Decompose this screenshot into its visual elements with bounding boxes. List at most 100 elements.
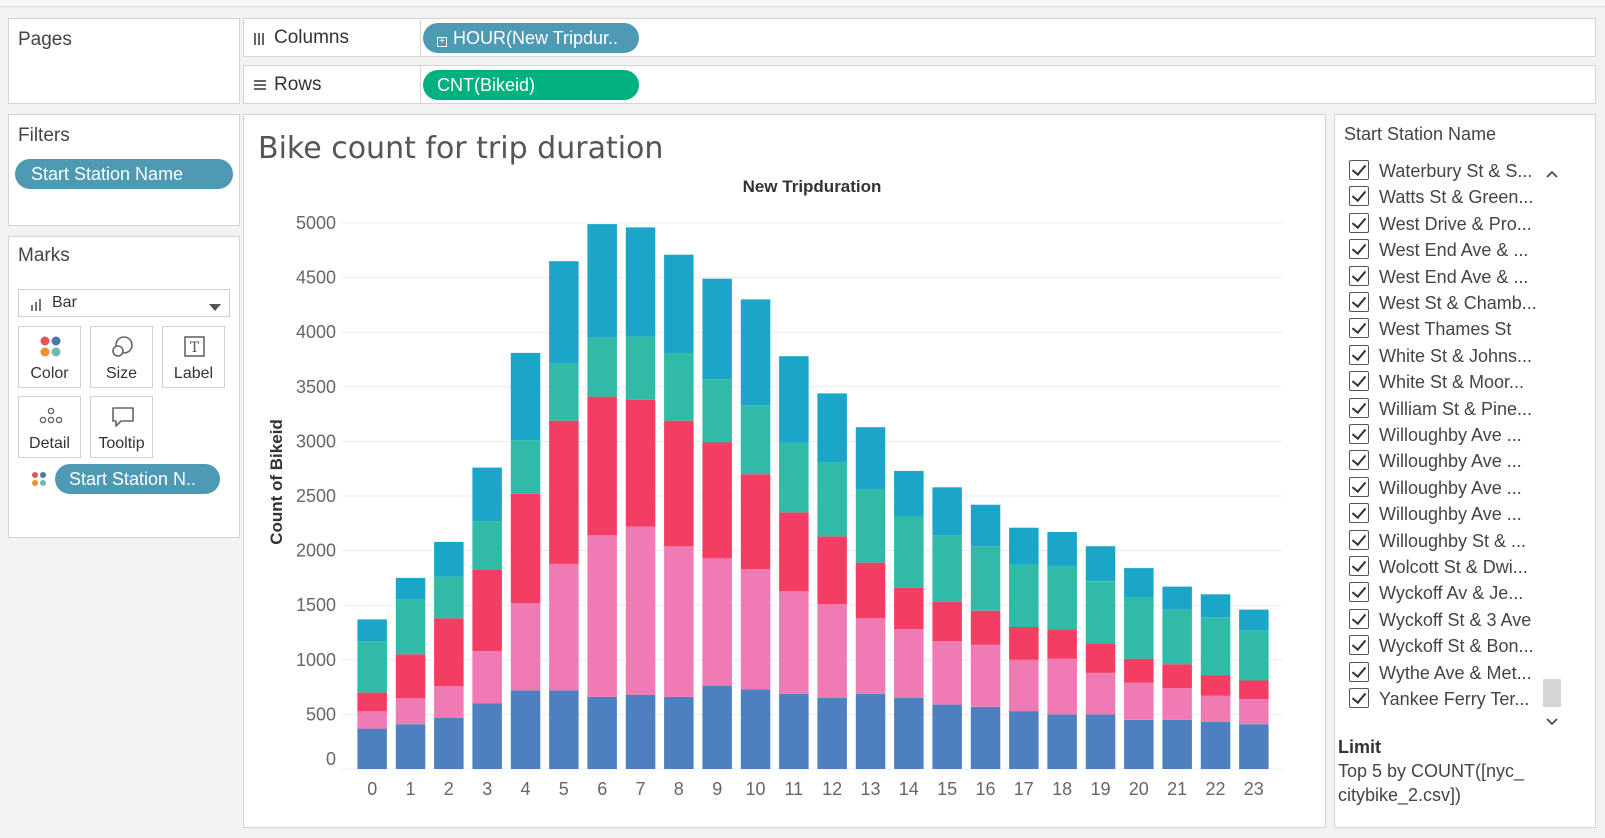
bar-segment[interactable] (740, 474, 771, 570)
bar-segment[interactable] (779, 591, 809, 694)
bar-segment[interactable] (1085, 643, 1116, 673)
bar-segment[interactable] (1124, 597, 1154, 659)
tooltip-button[interactable]: Tooltip (90, 396, 153, 458)
legend-item[interactable]: Willoughby Ave ... (1349, 449, 1539, 473)
bar-segment[interactable] (395, 577, 426, 600)
bar-segment[interactable] (779, 693, 809, 769)
bar-segment[interactable] (1124, 682, 1154, 720)
bar-segment[interactable] (510, 352, 541, 441)
bar-segment[interactable] (1162, 609, 1192, 665)
bar-segment[interactable] (510, 690, 541, 769)
bar-segment[interactable] (817, 393, 847, 463)
bar-segment[interactable] (664, 546, 694, 697)
legend-checkbox[interactable] (1349, 503, 1369, 524)
bar-segment[interactable] (779, 442, 809, 513)
columns-shelf[interactable]: Columns + HOUR(New Tripdur.. (243, 18, 1596, 57)
legend-checkbox[interactable] (1349, 608, 1369, 629)
bar-segment[interactable] (702, 558, 732, 686)
legend-checkbox[interactable] (1349, 239, 1369, 260)
bar-segment[interactable] (1009, 711, 1039, 769)
legend-checkbox[interactable] (1349, 344, 1369, 365)
bar-segment[interactable] (549, 420, 579, 564)
bar-segment[interactable] (549, 261, 579, 364)
bar-segment[interactable] (1239, 680, 1269, 700)
legend-item[interactable]: West End Ave & ... (1349, 238, 1539, 262)
bar-segment[interactable] (664, 420, 694, 547)
bar-segment[interactable] (1085, 581, 1116, 644)
bar-segment[interactable] (817, 462, 847, 537)
legend-checkbox[interactable] (1349, 397, 1369, 418)
bar-segment[interactable] (549, 563, 579, 691)
detail-button[interactable]: Detail (18, 396, 81, 458)
legend-checkbox[interactable] (1349, 318, 1369, 339)
bar-segment[interactable] (395, 599, 426, 655)
bar-segment[interactable] (472, 569, 502, 652)
bar-segment[interactable] (664, 254, 694, 353)
bar-segment[interactable] (1124, 568, 1154, 598)
bar-segment[interactable] (702, 278, 732, 380)
legend-checkbox[interactable] (1349, 529, 1369, 550)
filters-card[interactable]: Filters Start Station Name (8, 114, 240, 226)
legend-checkbox[interactable] (1349, 450, 1369, 471)
bar-segment[interactable] (1162, 586, 1192, 610)
bar-segment[interactable] (740, 569, 771, 690)
bar-segment[interactable] (357, 619, 387, 642)
legend-checkbox[interactable] (1349, 212, 1369, 233)
pages-card[interactable]: Pages (8, 18, 240, 104)
bar-segment[interactable] (779, 512, 809, 591)
legend-checkbox[interactable] (1349, 265, 1369, 286)
bar-segment[interactable] (1162, 719, 1192, 769)
legend-checkbox[interactable] (1349, 371, 1369, 392)
bar-segment[interactable] (357, 692, 387, 712)
bar-segment[interactable] (1047, 714, 1077, 769)
bar-segment[interactable] (395, 724, 426, 769)
bar-segment[interactable] (855, 618, 886, 694)
bar-segment[interactable] (510, 440, 541, 494)
bar-segment[interactable] (625, 399, 656, 527)
bar-segment[interactable] (625, 336, 656, 400)
filter-pill-start-station[interactable]: Start Station Name (15, 159, 233, 189)
bar-segment[interactable] (625, 526, 656, 695)
bar-segment[interactable] (587, 337, 617, 397)
bar-segment[interactable] (357, 711, 387, 729)
scroll-down-icon[interactable] (1546, 713, 1558, 731)
bar-segment[interactable] (894, 698, 924, 769)
bar-segment[interactable] (932, 601, 962, 642)
bar-segment[interactable] (472, 651, 502, 704)
bar-segment[interactable] (549, 690, 579, 769)
legend-checkbox[interactable] (1349, 292, 1369, 312)
bar-segment[interactable] (587, 224, 617, 338)
legend-item[interactable]: West St & Chamb... (1349, 291, 1539, 315)
legend-item[interactable]: Willoughby Ave ... (1349, 476, 1539, 500)
legend-item[interactable]: White St & Johns... (1349, 344, 1539, 368)
bar-segment[interactable] (1009, 527, 1039, 565)
chevron-down-icon[interactable] (209, 299, 221, 317)
columns-pill[interactable]: + HOUR(New Tripdur.. (423, 23, 639, 53)
bar-segment[interactable] (740, 299, 771, 406)
bar-segment[interactable] (894, 516, 924, 588)
bar-segment[interactable] (357, 641, 387, 693)
bar-segment[interactable] (1200, 594, 1231, 618)
scroll-up-icon[interactable] (1546, 165, 1558, 183)
bar-segment[interactable] (1239, 609, 1269, 631)
legend-item[interactable]: Watts St & Green... (1349, 185, 1539, 209)
bar-segment[interactable] (1085, 546, 1116, 582)
rows-shelf[interactable]: Rows CNT(Bikeid) (243, 65, 1596, 104)
bar-segment[interactable] (472, 521, 502, 570)
bar-segment[interactable] (1239, 724, 1269, 769)
bar-segment[interactable] (970, 504, 1001, 547)
legend-item[interactable]: Wyckoff Av & Je... (1349, 581, 1539, 605)
bar-segment[interactable] (932, 535, 962, 602)
legend-item[interactable]: Waterbury St & S... (1349, 159, 1539, 183)
bar-segment[interactable] (587, 535, 617, 697)
bar-segment[interactable] (1200, 695, 1231, 722)
legend-item[interactable]: West End Ave & ... (1349, 265, 1539, 289)
bar-segment[interactable] (1162, 688, 1192, 720)
bar-segment[interactable] (702, 442, 732, 559)
bar-segment[interactable] (932, 704, 962, 769)
bar-segment[interactable] (1124, 719, 1154, 769)
bar-segment[interactable] (894, 587, 924, 630)
legend-checkbox[interactable] (1349, 661, 1369, 682)
bar-segment[interactable] (434, 618, 464, 686)
legend-list[interactable]: Waterbury St & S... Watts St & Green... We… (1335, 157, 1565, 747)
